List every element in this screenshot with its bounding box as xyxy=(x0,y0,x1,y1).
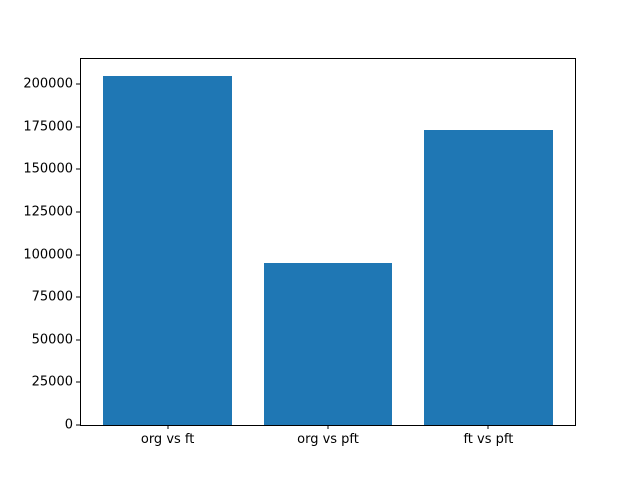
y-axis-tick xyxy=(76,381,80,383)
y-axis-tick xyxy=(76,296,80,298)
y-axis-tick xyxy=(76,424,80,426)
x-axis-tick xyxy=(327,425,329,429)
y-axis-tick xyxy=(76,126,80,128)
bar-org-vs-ft xyxy=(103,76,232,425)
x-axis-tick xyxy=(167,425,169,429)
y-axis-tick-label: 125000 xyxy=(23,204,73,220)
x-axis-tick-label: org vs pft xyxy=(297,432,359,447)
bar-ft-vs-pft xyxy=(424,130,553,425)
y-axis-tick xyxy=(76,211,80,213)
y-axis-tick-label: 175000 xyxy=(23,119,73,135)
y-axis-tick-label: 200000 xyxy=(23,76,73,92)
axes: org vs ft org vs pft ft vs pft 0 25000 50000 7… xyxy=(23,58,576,447)
y-axis-tick-label: 0 xyxy=(64,417,73,433)
x-axis-tick xyxy=(487,425,489,429)
y-axis-tick xyxy=(76,168,80,170)
y-axis-tick-label: 100000 xyxy=(23,247,73,263)
x-axis-tick-label: ft vs pft xyxy=(463,432,514,447)
y-axis-tick-label: 150000 xyxy=(23,161,73,177)
x-axis-tick-label: org vs ft xyxy=(140,432,195,447)
y-axis-tick-label: 25000 xyxy=(31,374,73,390)
y-axis-tick xyxy=(76,83,80,85)
y-axis-tick-label: 75000 xyxy=(31,289,73,305)
bar-org-vs-pft xyxy=(263,263,393,425)
y-axis-tick-label: 50000 xyxy=(31,332,73,348)
y-axis-tick xyxy=(76,339,80,341)
y-axis-tick xyxy=(76,254,80,256)
